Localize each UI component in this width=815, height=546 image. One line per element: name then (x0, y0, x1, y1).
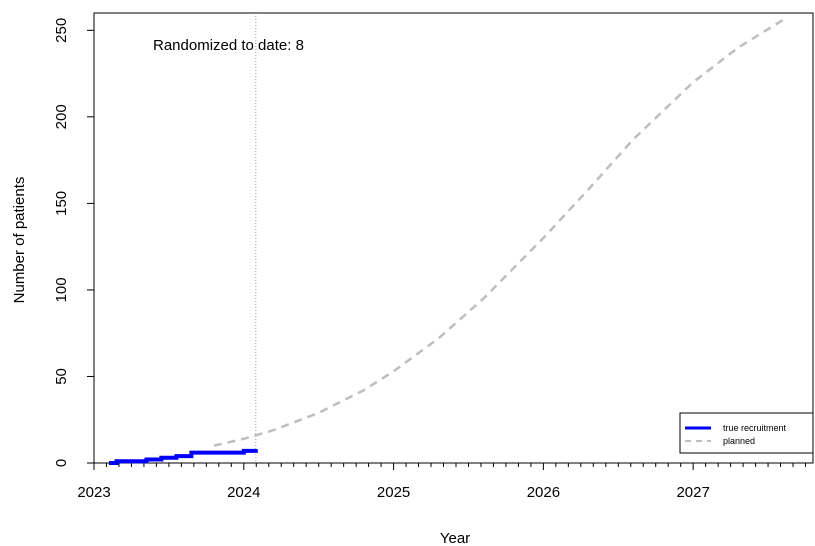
series-true-recruitment (108, 448, 258, 465)
y-tick-label-50: 50 (53, 368, 70, 385)
series-group (108, 18, 784, 465)
annotation-randomized: Randomized to date: 8 (153, 37, 304, 54)
y-axis: 0 50 100 150 200 250 (53, 18, 94, 467)
legend-box (679, 412, 814, 454)
y-tick-label-200: 200 (53, 104, 70, 129)
x-axis-label: Year (440, 530, 470, 546)
x-tick-label-2024: 2024 (227, 484, 260, 501)
y-tick-label-150: 150 (53, 191, 70, 216)
series-planned (213, 18, 784, 447)
x-tick-label-2025: 2025 (377, 484, 410, 501)
x-tick-label-2026: 2026 (527, 484, 560, 501)
legend-label-true-recruitment: true recruitment (723, 423, 787, 433)
y-tick-label-250: 250 (53, 18, 70, 43)
x-axis: 2023 2024 2025 2026 2027 (77, 463, 807, 501)
legend: true recruitment planned (679, 412, 814, 454)
legend-label-planned: planned (723, 436, 755, 446)
y-tick-label-100: 100 (53, 277, 70, 302)
x-tick-label-2023: 2023 (77, 484, 110, 501)
y-tick-label-0: 0 (53, 459, 70, 467)
x-tick-label-2027: 2027 (676, 484, 709, 501)
y-axis-label: Number of patients (11, 177, 28, 304)
plot-frame (93, 12, 814, 464)
